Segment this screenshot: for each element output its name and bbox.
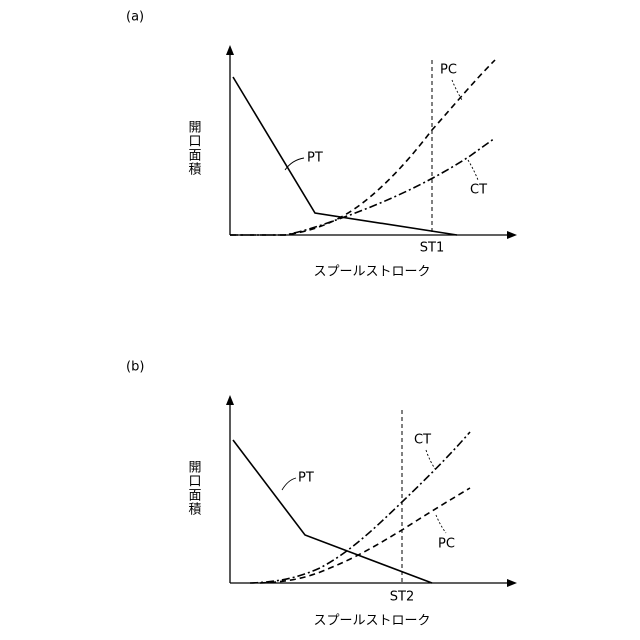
x-axis-label: スプールストローク (313, 614, 430, 629)
x-axis-label: スプールストローク (313, 265, 430, 280)
curve-label: PC (438, 537, 455, 552)
panel-label: (a) (126, 10, 144, 25)
leader (468, 160, 478, 180)
curve-pc (230, 60, 495, 235)
curve-label: CT (470, 183, 487, 198)
leader (436, 515, 446, 533)
panel-a: (a) 開口面積 PT PC CT ST1 スプールストローク (126, 10, 517, 280)
panel-label: (b) (126, 360, 144, 375)
stroke-label: ST2 (390, 590, 414, 605)
curve-label: PT (298, 471, 314, 486)
leader (426, 450, 436, 470)
curve-pt (233, 77, 457, 235)
leader (282, 478, 296, 490)
curve-label: PT (307, 151, 323, 166)
curve-pc (260, 488, 470, 583)
arrows (226, 45, 517, 239)
curve-label: PC (440, 63, 457, 78)
y-axis-label: 開口面積 (186, 460, 202, 516)
curve-label: CT (414, 433, 431, 448)
figure: (a) 開口面積 PT PC CT ST1 スプールストローク (b) 開口面積… (0, 0, 640, 640)
stroke-label: ST1 (420, 241, 444, 256)
arrows (226, 395, 517, 587)
panel-b: (b) 開口面積 PT CT PC ST2 スプールストローク (126, 360, 517, 629)
y-axis-label: 開口面積 (186, 120, 202, 176)
